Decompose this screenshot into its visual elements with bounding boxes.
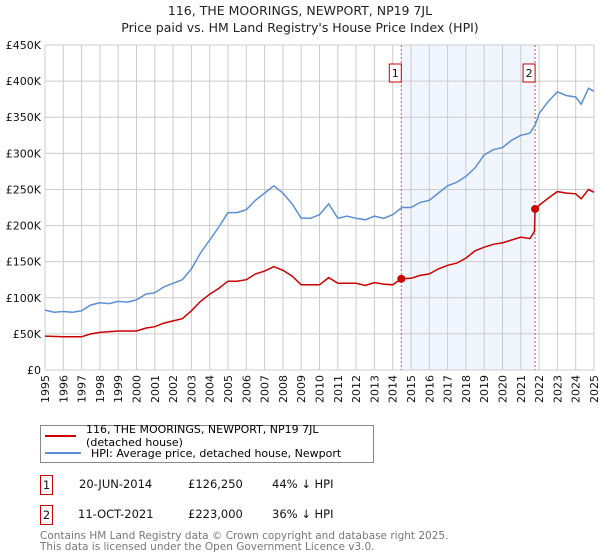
x-tick-label: 2006 — [240, 375, 253, 403]
x-tick-label: 2025 — [588, 375, 600, 403]
x-tick-label: 2016 — [423, 375, 436, 403]
x-tick-label: 2012 — [350, 375, 363, 403]
x-tick-label: 1998 — [94, 375, 107, 403]
series-line-property — [44, 188, 595, 338]
x-tick-label: 1996 — [57, 375, 70, 403]
legend: 116, THE MOORINGS, NEWPORT, NP19 7JL (de… — [40, 423, 374, 463]
x-tick-label: 1999 — [112, 375, 125, 403]
transaction-row: 1 20-JUN-2014 £126,250 44% ↓ HPI — [40, 475, 360, 495]
transaction-price: £223,000 — [188, 507, 243, 521]
x-tick-label: 2015 — [405, 375, 418, 403]
transaction-number: 2 — [40, 505, 53, 525]
y-tick-label: £50K — [13, 328, 42, 341]
x-tick-label: 2009 — [295, 375, 308, 403]
transaction-hpi: 36% ↓ HPI — [272, 507, 334, 521]
marker-box — [388, 63, 402, 83]
y-tick-label: £150K — [6, 256, 42, 269]
transaction-date: 11-OCT-2021 — [78, 507, 154, 521]
x-tick-label: 2019 — [478, 375, 491, 403]
chart-title: 116, THE MOORINGS, NEWPORT, NP19 7JL — [167, 3, 433, 18]
x-tick-label: 2020 — [497, 375, 510, 403]
x-tick-label: 2007 — [259, 375, 272, 403]
legend-label-hpi: HPI: Average price, detached house, Newp… — [91, 446, 342, 460]
marker-label: 2 — [526, 67, 533, 80]
y-tick-label: £350K — [6, 111, 42, 124]
x-tick-label: 2011 — [332, 375, 345, 403]
legend-label-property: 116, THE MOORINGS, NEWPORT, NP19 7JL (de… — [86, 423, 319, 449]
legend-item-hpi: HPI: Average price, detached house, Newp… — [41, 445, 341, 461]
x-tick-label: 2021 — [515, 375, 528, 403]
y-tick-label: £300K — [6, 147, 42, 160]
x-tick-label: 2017 — [442, 375, 455, 403]
transaction-hpi: 44% ↓ HPI — [272, 477, 334, 491]
transaction-number: 1 — [40, 475, 53, 495]
x-tick-label: 2001 — [149, 375, 162, 403]
y-tick-label: £250K — [6, 183, 42, 196]
x-tick-label: 2018 — [460, 375, 473, 403]
shaded-period — [401, 45, 536, 370]
sale-point — [397, 274, 406, 283]
x-tick-label: 2004 — [204, 375, 217, 403]
legend-swatch-hpi — [45, 452, 81, 454]
x-tick-label: 2022 — [533, 375, 546, 403]
chart-subtitle: Price paid vs. HM Land Registry's House … — [121, 20, 479, 35]
marker-label: 1 — [392, 67, 399, 80]
y-tick-label: £0 — [27, 364, 41, 377]
sale-point — [531, 204, 540, 213]
x-tick-label: 2000 — [131, 375, 144, 403]
x-tick-label: 2010 — [314, 375, 327, 403]
x-tick-label: 2013 — [368, 375, 381, 403]
legend-item-property: 116, THE MOORINGS, NEWPORT, NP19 7JL (de… — [41, 423, 373, 449]
legend-swatch-property — [45, 435, 77, 437]
x-tick-label: 2002 — [167, 375, 180, 403]
plot-area: 1995 1996 1997 1998 1999 2000 2001 2002 2003 2004… — [6, 39, 600, 403]
x-tick-label: 2005 — [222, 375, 235, 403]
y-tick-label: £200K — [6, 220, 42, 233]
x-tick-label: 1995 — [39, 375, 52, 403]
x-tick-label: 2024 — [570, 375, 583, 403]
x-tick-label: 2003 — [185, 375, 198, 403]
transaction-price: £126,250 — [188, 477, 243, 491]
footer-copyright: Contains HM Land Registry data © Crown c… — [40, 530, 449, 542]
x-tick-label: 2023 — [551, 375, 564, 403]
marker-box — [522, 63, 536, 83]
y-tick-label: £450K — [6, 39, 42, 52]
footer-licence: This data is licensed under the Open Gov… — [40, 540, 375, 553]
footer: Contains HM Land Registry data © Crown c… — [40, 531, 448, 552]
series-line-hpi — [44, 87, 595, 313]
y-tick-label: £100K — [6, 292, 42, 305]
y-tick-label: £400K — [6, 75, 42, 88]
x-tick-label: 2014 — [387, 375, 400, 403]
transaction-row: 2 11-OCT-2021 £223,000 36% ↓ HPI — [40, 505, 360, 525]
x-tick-label: 1997 — [76, 375, 89, 403]
transaction-date: 20-JUN-2014 — [79, 477, 153, 491]
x-tick-label: 2008 — [277, 375, 290, 403]
